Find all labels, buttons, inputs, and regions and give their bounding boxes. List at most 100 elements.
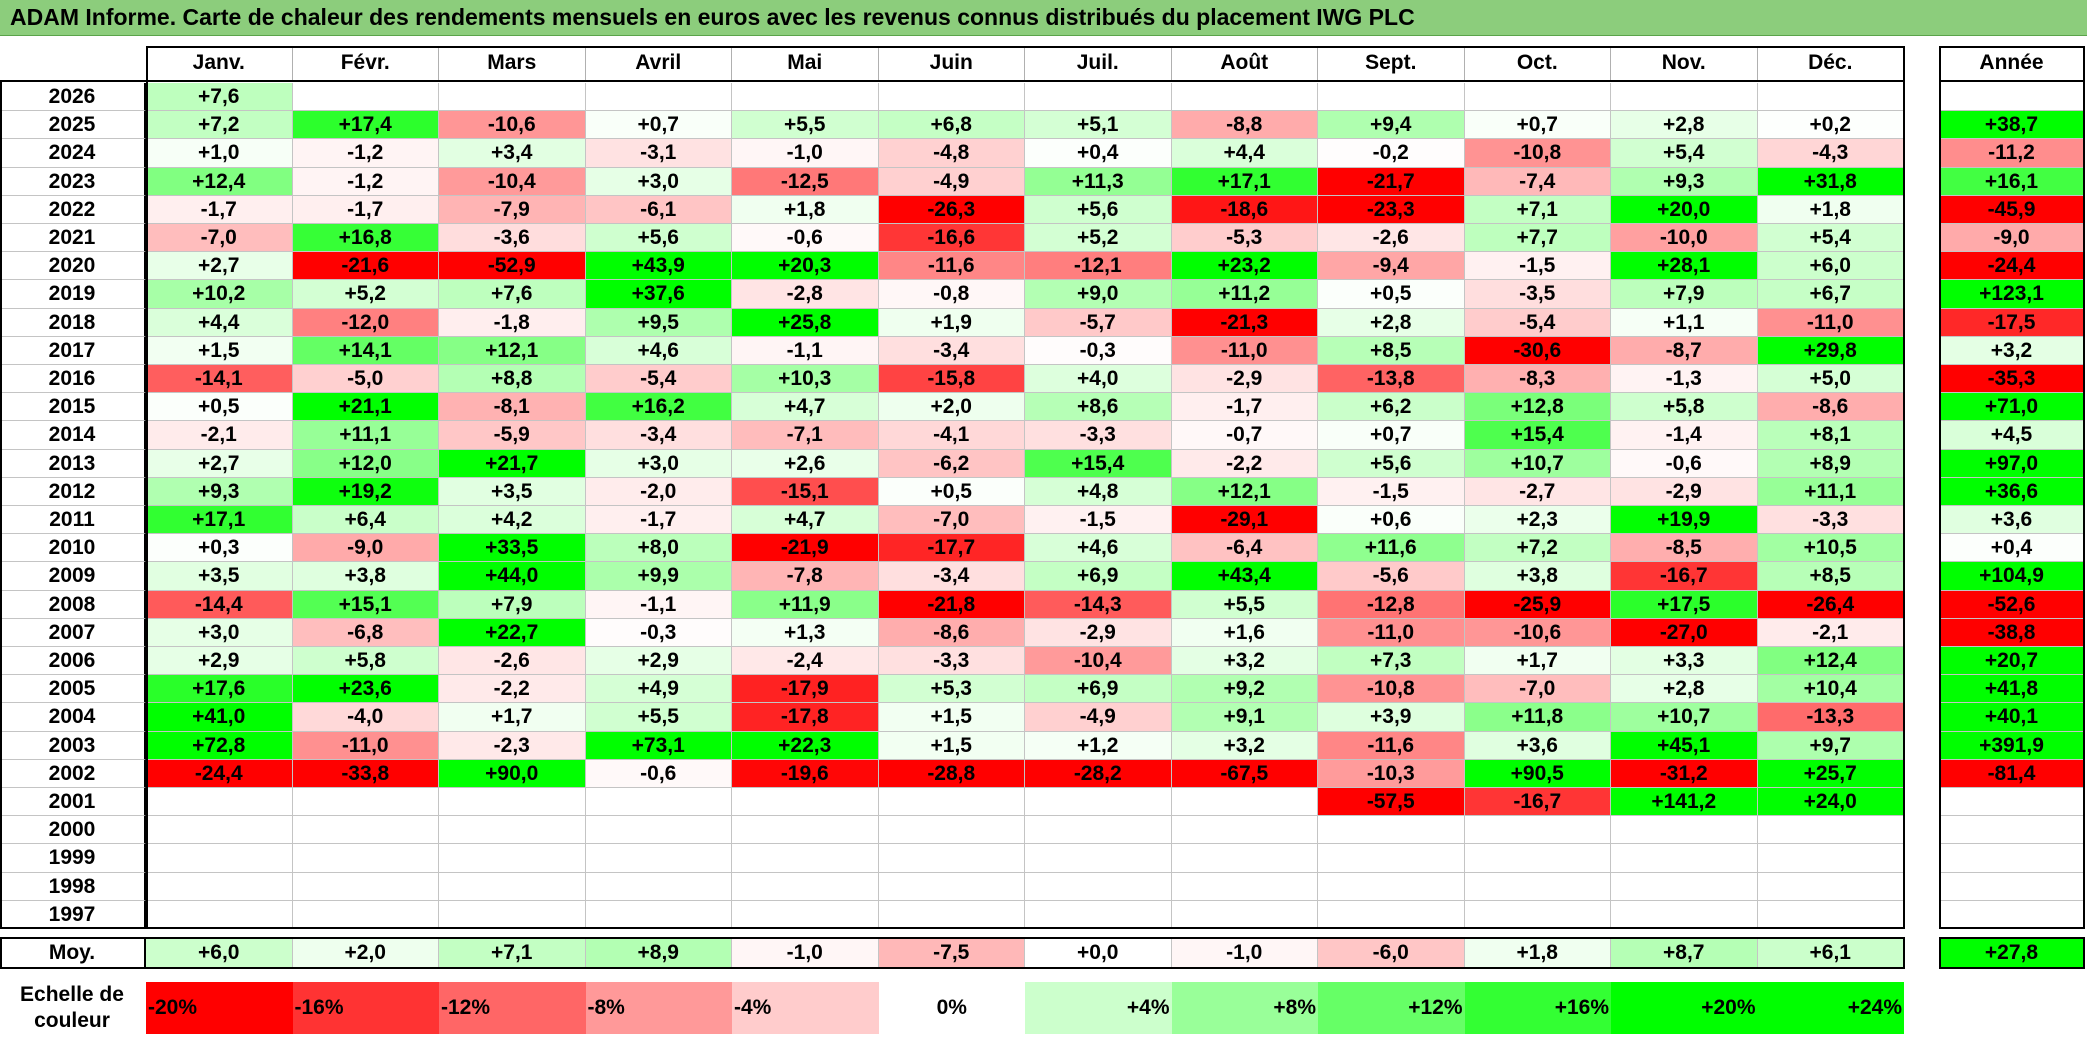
heatmap-cell: +3,2 [1171,731,1318,760]
heatmap-cell: +9,0 [1025,280,1172,309]
average-cell: +8,9 [585,937,732,969]
heatmap-cell [878,900,1025,929]
annual-cell [1939,900,2085,929]
heatmap-cell: -26,3 [878,195,1025,224]
heatmap-cell [1318,844,1465,873]
heatmap-cell: +8,0 [585,534,732,563]
heatmap-cell: -7,0 [1464,675,1611,704]
heatmap-cell [1757,844,1904,873]
heatmap-cell: +20,3 [732,252,879,281]
year-label: 2026 [0,83,146,112]
year-label: 2025 [0,111,146,140]
heatmap-cell: -7,1 [732,421,879,450]
heatmap-cell: +21,7 [439,449,586,478]
heatmap-cell [1464,900,1611,929]
month-header: Août [1171,46,1318,82]
heatmap-cell: +3,0 [585,167,732,196]
heatmap-cell: +1,2 [1025,731,1172,760]
heatmap-cell: -7,4 [1464,167,1611,196]
heatmap-cell [292,816,439,845]
heatmap-cell: -2,2 [439,675,586,704]
heatmap-cell [146,900,293,929]
heatmap-cell: -7,0 [146,224,293,253]
heatmap-cell: -1,1 [585,590,732,619]
heatmap-cell: -1,8 [439,308,586,337]
heatmap-cell [585,872,732,901]
month-header: Sept. [1318,46,1465,82]
heatmap-cell: +5,6 [1025,195,1172,224]
heatmap-cell: -0,3 [1025,336,1172,365]
annual-cell: +71,0 [1939,393,2085,422]
heatmap-cell: +1,6 [1171,618,1318,647]
heatmap-cell: -2,3 [439,731,586,760]
heatmap-cell: -8,5 [1611,534,1758,563]
heatmap-cell: -6,8 [292,618,439,647]
heatmap-cell: -24,4 [146,759,293,788]
heatmap-cell: -30,6 [1464,336,1611,365]
annual-cell [1939,872,2085,901]
annual-cell: -38,8 [1939,618,2085,647]
heatmap-cell [146,788,293,817]
heatmap-cell: +3,0 [146,618,293,647]
heatmap-cell [1611,872,1758,901]
heatmap-cell: +43,9 [585,252,732,281]
year-label: 2017 [0,336,146,365]
heatmap-cell: +25,8 [732,308,879,337]
heatmap-cell: +1,5 [878,731,1025,760]
color-scale-label: Echelle de couleur [20,983,124,1032]
heatmap-cell: +12,1 [1171,477,1318,506]
heatmap-cell [1025,788,1172,817]
heatmap-cell: -2,8 [732,280,879,309]
heatmap-cell: -21,6 [292,252,439,281]
heatmap-cell: -3,4 [585,421,732,450]
heatmap-cell: -10,8 [1318,675,1465,704]
heatmap-cell: -2,7 [1464,477,1611,506]
heatmap-cell [585,83,732,112]
heatmap-cell: +2,3 [1464,506,1611,535]
heatmap-cell: +11,2 [1171,280,1318,309]
year-label: 2011 [0,506,146,535]
heatmap-cell: -28,8 [878,759,1025,788]
heatmap-cell: +17,6 [146,675,293,704]
heatmap-cell [1171,844,1318,873]
heatmap-cell: +15,1 [292,590,439,619]
month-header: Juin [878,46,1025,82]
heatmap-cell: +12,8 [1464,393,1611,422]
heatmap-cell: +0,2 [1757,111,1904,140]
heatmap-cell: -3,4 [878,562,1025,591]
heatmap-cell: +24,0 [1757,788,1904,817]
heatmap-cell: +17,1 [146,506,293,535]
heatmap-cell: -1,3 [1611,365,1758,394]
heatmap-cell: -3,3 [878,647,1025,676]
heatmap-cell: +29,8 [1757,336,1904,365]
heatmap-cell: -10,0 [1611,224,1758,253]
heatmap-cell: -16,7 [1464,788,1611,817]
heatmap-cell [1464,872,1611,901]
heatmap-cell: -3,4 [878,336,1025,365]
heatmap-cell: -11,0 [1171,336,1318,365]
heatmap-cell: -12,8 [1318,590,1465,619]
heatmap-cell: -7,0 [878,506,1025,535]
heatmap-cell: -21,9 [732,534,879,563]
heatmap-cell: -14,4 [146,590,293,619]
month-header: Mai [732,46,879,82]
heatmap-cell: -2,2 [1171,449,1318,478]
heatmap-cell: +1,7 [1464,647,1611,676]
heatmap-cell: -2,9 [1025,618,1172,647]
annual-cell: +97,0 [1939,449,2085,478]
heatmap-cell: -1,7 [585,506,732,535]
annual-cell [1939,816,2085,845]
heatmap-cell [878,816,1025,845]
color-scale-step: +8% [1171,982,1318,1034]
heatmap-cell: -3,3 [1757,506,1904,535]
heatmap-cell: +1,3 [732,618,879,647]
heatmap-cell: +5,8 [1611,393,1758,422]
average-cell: -1,0 [1171,937,1318,969]
color-scale-step: +20% [1611,982,1758,1034]
heatmap-cell: +37,6 [585,280,732,309]
month-header: Janv. [146,46,293,82]
heatmap-cell: +10,4 [1757,675,1904,704]
month-header: Févr. [292,46,439,82]
heatmap-cell: -10,4 [439,167,586,196]
